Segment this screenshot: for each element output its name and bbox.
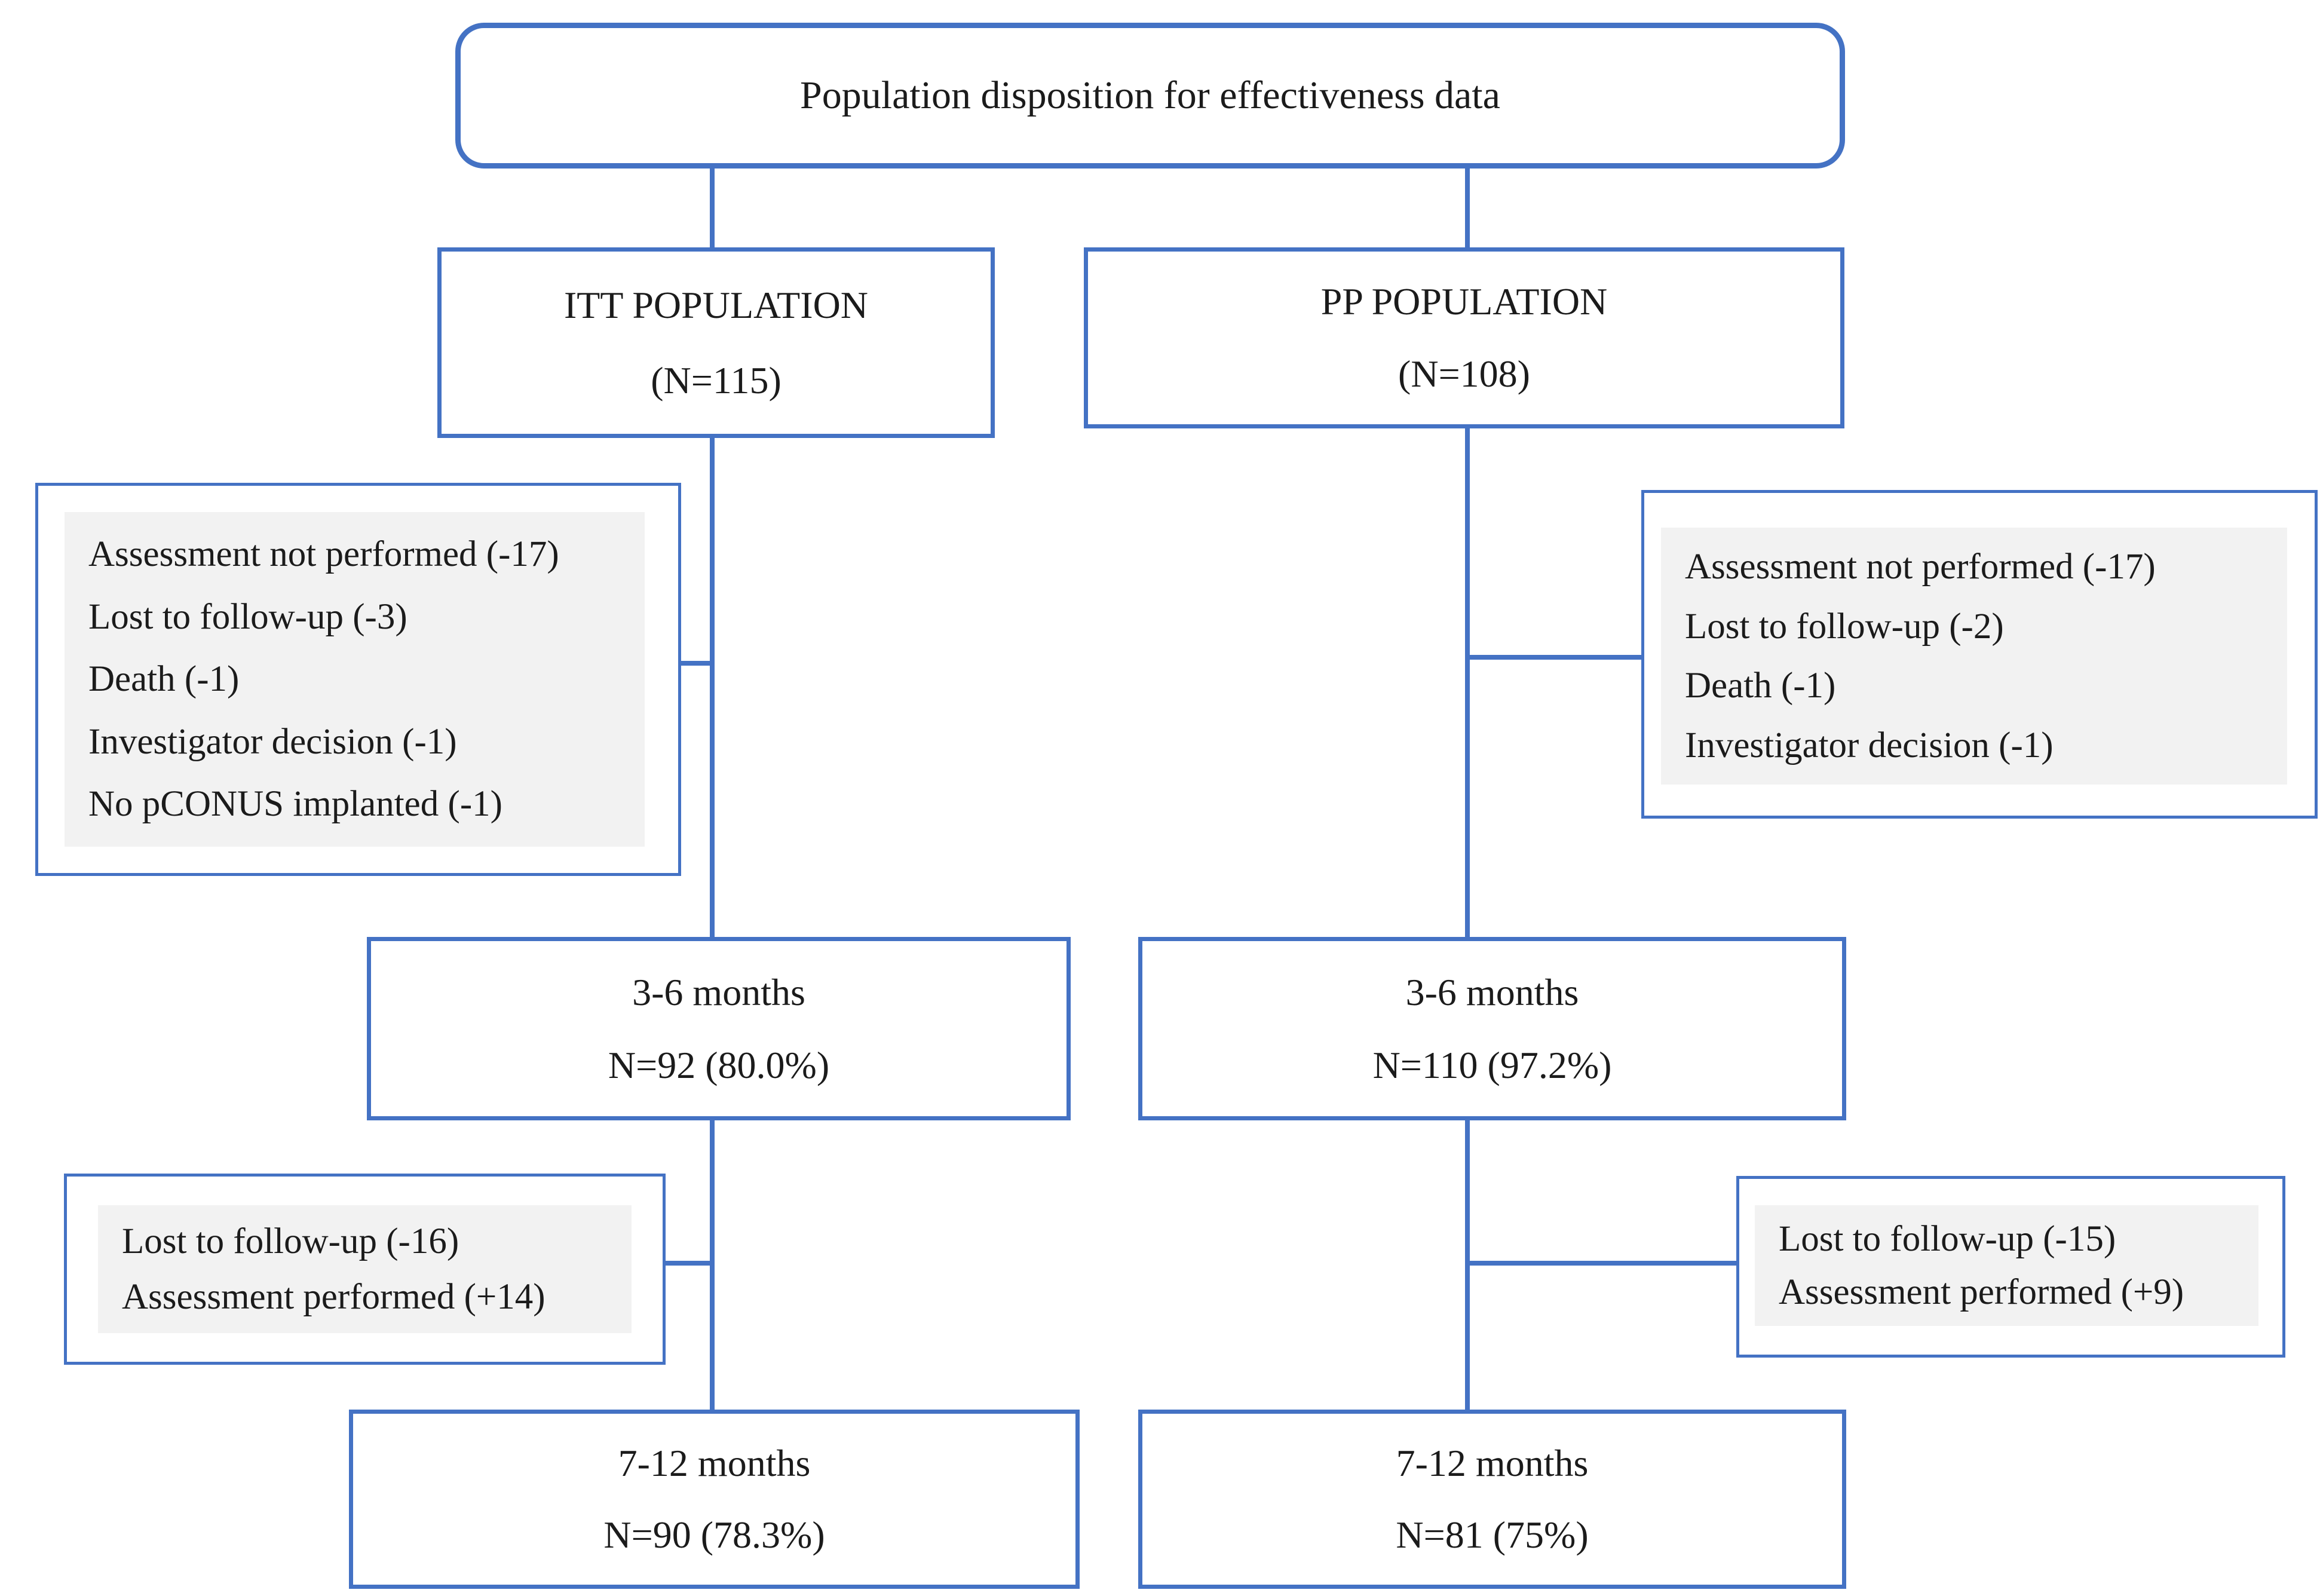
itt-3-6-months-box: 3-6 months N=92 (80.0%) (367, 937, 1071, 1120)
pp-7-12-n: N=81 (75%) (1396, 1514, 1589, 1557)
connector-itt-exclusions-7-12 (662, 1261, 715, 1266)
exclusion-item: Lost to follow-up (-2) (1685, 606, 2004, 647)
itt-3-6-n: N=92 (80.0%) (608, 1043, 830, 1086)
exclusion-item: Lost to follow-up (-16) (122, 1221, 459, 1261)
itt-exclusions-7-12-box: Lost to follow-up (-16) Assessment perfo… (64, 1174, 666, 1365)
exclusion-item: Assessment performed (+14) (122, 1277, 545, 1318)
exclusion-item: Death (-1) (88, 659, 240, 700)
connector-title-to-pp (1465, 167, 1470, 251)
title-box: Population disposition for effectiveness… (455, 23, 1845, 169)
title-text: Population disposition for effectiveness… (800, 73, 1500, 118)
itt-exclusions-3-6-panel: Assessment not performed (-17) Lost to f… (65, 512, 645, 847)
exclusion-item: Death (-1) (1685, 666, 1836, 706)
connector-pp-to-3-6 (1465, 427, 1470, 940)
exclusion-item: Lost to follow-up (-3) (88, 596, 407, 637)
connector-pp-exclusions-7-12 (1467, 1261, 1737, 1266)
pp-population-n: (N=108) (1398, 353, 1530, 396)
exclusion-item: Lost to follow-up (-15) (1779, 1218, 2116, 1259)
exclusion-item: Investigator decision (-1) (1685, 725, 2054, 765)
itt-exclusions-7-12-panel: Lost to follow-up (-16) Assessment perfo… (98, 1205, 632, 1333)
itt-3-6-label: 3-6 months (632, 970, 805, 1013)
itt-7-12-months-box: 7-12 months N=90 (78.3%) (349, 1410, 1080, 1589)
exclusion-item: Investigator decision (-1) (88, 721, 457, 762)
itt-7-12-n: N=90 (78.3%) (603, 1514, 825, 1557)
itt-population-name: ITT POPULATION (563, 283, 869, 326)
exclusion-item: Assessment performed (+9) (1779, 1272, 2184, 1313)
connector-pp-exclusions-3-6 (1467, 655, 1642, 660)
pp-exclusions-3-6-box: Assessment not performed (-17) Lost to f… (1641, 490, 2318, 819)
connector-itt-exclusions-3-6 (676, 661, 715, 666)
pp-7-12-months-box: 7-12 months N=81 (75%) (1138, 1410, 1846, 1589)
pp-3-6-months-box: 3-6 months N=110 (97.2%) (1138, 937, 1846, 1120)
pp-3-6-n: N=110 (97.2%) (1372, 1043, 1612, 1086)
pp-population-box: PP POPULATION (N=108) (1084, 247, 1844, 428)
itt-7-12-label: 7-12 months (618, 1442, 811, 1485)
itt-population-box: ITT POPULATION (N=115) (437, 247, 995, 438)
pp-exclusions-3-6-panel: Assessment not performed (-17) Lost to f… (1661, 528, 2287, 785)
connector-itt-to-3-6 (710, 435, 715, 940)
pp-3-6-label: 3-6 months (1405, 970, 1579, 1013)
connector-title-to-itt (710, 167, 715, 251)
pp-exclusions-7-12-box: Lost to follow-up (-15) Assessment perfo… (1736, 1176, 2285, 1358)
exclusion-item: No pCONUS implanted (-1) (88, 784, 502, 825)
exclusion-item: Assessment not performed (-17) (88, 534, 559, 575)
itt-population-n: (N=115) (651, 359, 782, 402)
pp-7-12-label: 7-12 months (1396, 1442, 1589, 1485)
itt-exclusions-3-6-box: Assessment not performed (-17) Lost to f… (35, 483, 681, 876)
pp-population-name: PP POPULATION (1320, 280, 1608, 323)
exclusion-item: Assessment not performed (-17) (1685, 547, 2156, 587)
pp-exclusions-7-12-panel: Lost to follow-up (-15) Assessment perfo… (1755, 1205, 2258, 1326)
